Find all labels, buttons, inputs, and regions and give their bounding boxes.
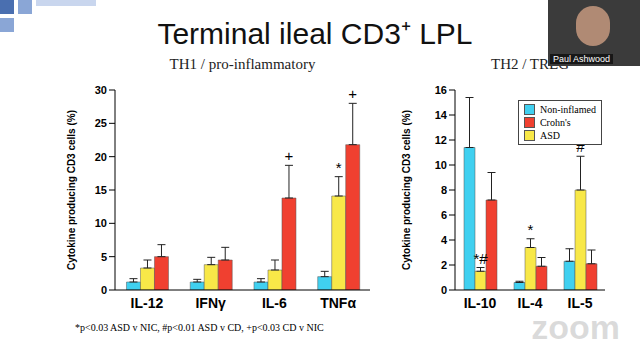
svg-text:2: 2 — [441, 259, 447, 271]
html-text:*p<0.03 ASD v NIC, #p<0.01 ASD: *p<0.03 ASD v NIC, #p<0.01 ASD v CD, +p<… — [75, 322, 324, 333]
svg-text:4: 4 — [441, 234, 448, 246]
svg-text:30: 30 — [95, 84, 107, 96]
svg-text:*#: *# — [473, 250, 488, 267]
svg-text:Cytokine producing CD3 cells (: Cytokine producing CD3 cells (%) — [401, 110, 412, 270]
svg-text:+: + — [285, 147, 294, 164]
svg-text:IL-6: IL-6 — [262, 295, 287, 311]
svg-text:12: 12 — [435, 134, 447, 146]
svg-text:0: 0 — [441, 284, 447, 296]
svg-text:14: 14 — [435, 109, 448, 121]
svg-text:TNFα: TNFα — [320, 295, 356, 311]
svg-text:16: 16 — [435, 84, 447, 96]
html-text:Crohn's: Crohn's — [539, 117, 571, 128]
html-text:zoom: zoom — [531, 308, 620, 346]
html-text:Paul Ashwood: Paul Ashwood — [553, 54, 610, 64]
html-text:TH2 / TREG: TH2 / TREG — [491, 56, 569, 72]
svg-text:IL-5: IL-5 — [567, 294, 593, 311]
svg-text:*: * — [528, 221, 534, 238]
svg-text:6: 6 — [441, 209, 447, 221]
svg-text:IL-10: IL-10 — [464, 295, 497, 311]
svg-text:25: 25 — [95, 117, 107, 129]
svg-text:8: 8 — [441, 184, 447, 196]
svg-text:20: 20 — [95, 151, 107, 163]
svg-text:IFNγ: IFNγ — [195, 295, 226, 311]
svg-text:10: 10 — [435, 159, 447, 171]
html-text:Terminal ileal CD3⁺ LPL: Terminal ileal CD3⁺ LPL — [157, 17, 473, 50]
html-text:TH1 / pro-inflammatory: TH1 / pro-inflammatory — [169, 56, 316, 72]
svg-text:+: + — [348, 85, 357, 102]
svg-text:0: 0 — [101, 284, 107, 296]
svg-text:Cytokine producing CD3 cells (: Cytokine producing CD3 cells (%) — [66, 110, 77, 270]
svg-text:5: 5 — [101, 251, 107, 263]
svg-text:10: 10 — [95, 217, 107, 229]
svg-text:*: * — [336, 159, 342, 176]
svg-text:IL-4: IL-4 — [517, 294, 543, 311]
svg-text:IL-12: IL-12 — [131, 295, 164, 311]
svg-text:15: 15 — [95, 184, 107, 196]
html-text:ASD: ASD — [539, 130, 560, 141]
html-text:Non-inflamed: Non-inflamed — [539, 104, 596, 115]
